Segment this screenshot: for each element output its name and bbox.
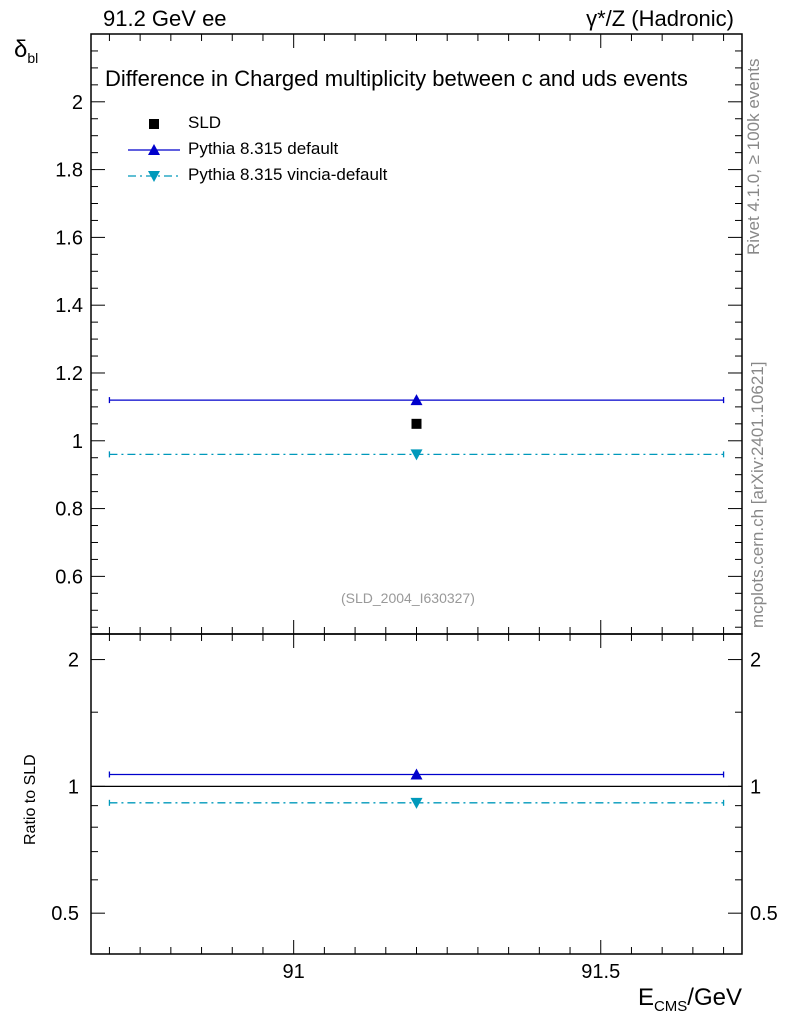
- legend-label: SLD: [188, 113, 222, 132]
- ratio-y-tick-label-left: 2: [68, 650, 79, 672]
- legend-entry: SLD: [124, 112, 424, 136]
- y-axis-label-subscript: bl: [27, 49, 39, 66]
- legend: SLD Pythia 8.315 default Pythia 8.315 vinc…: [124, 112, 424, 192]
- legend-swatch: [149, 119, 159, 129]
- main-y-tick-label: 0.8: [55, 499, 83, 521]
- ratio-y-tick-label-right: 0.5: [750, 903, 778, 925]
- legend-label: Pythia 8.315 default: [188, 139, 339, 158]
- x-axis-label-unit: /GeV: [687, 984, 742, 1011]
- x-tick-label: 91.5: [581, 961, 620, 983]
- main-series-0-point: [411, 418, 422, 429]
- y-axis-label-symbol: δ: [14, 36, 28, 63]
- ratio-y-tick-label-right: 1: [750, 776, 761, 798]
- x-axis-label: ECMS/GeV: [638, 984, 742, 1015]
- main-y-tick-label: 1.8: [55, 160, 83, 182]
- y-axis-label-ratio: Ratio to SLD: [22, 754, 39, 845]
- ratio-y-tick-label-right: 2: [750, 650, 761, 672]
- main-series-2-point: [410, 449, 423, 461]
- main-y-tick-label: 2: [72, 92, 83, 114]
- main-y-tick-label: 1.2: [55, 363, 83, 385]
- legend-entry: Pythia 8.315 vincia-default: [124, 164, 424, 188]
- ratio-y-tick-label-left: 1: [68, 776, 79, 798]
- header-energy-label: 91.2 GeV ee: [103, 6, 227, 31]
- x-axis-label-symbol: E: [637, 984, 654, 1011]
- header-process-label: γ*/Z (Hadronic): [586, 6, 734, 31]
- main-y-tick-label: 1: [72, 431, 83, 453]
- rivet-version-label: Rivet 4.1.0, ≥ 100k events: [744, 58, 763, 255]
- y-axis-label-main: δbl: [14, 36, 38, 66]
- ratio-plot-frame: [90, 633, 743, 955]
- mcplots-label: mcplots.cern.ch [arXiv:2401.10621]: [748, 361, 767, 628]
- plot-title: Difference in Charged multiplicity betwe…: [105, 66, 688, 91]
- legend-marker: [148, 171, 160, 182]
- main-y-tick-label: 1.6: [55, 227, 83, 249]
- ratio-y-tick-label-left: 0.5: [51, 903, 79, 925]
- main-y-tick-label: 0.6: [55, 566, 83, 588]
- legend-entry: Pythia 8.315 default: [124, 138, 424, 162]
- main-y-tick-label: 1.4: [55, 295, 83, 317]
- legend-marker: [148, 144, 160, 155]
- legend-label: Pythia 8.315 vincia-default: [188, 165, 388, 184]
- main-series-1-point: [410, 394, 423, 406]
- analysis-watermark: (SLD_2004_I630327): [341, 590, 475, 606]
- legend-swatch: [128, 171, 180, 182]
- ratio-series-1-point: [410, 797, 423, 809]
- x-axis-label-subscript: CMS: [653, 997, 688, 1015]
- legend-marker: [149, 119, 159, 129]
- ratio-series-0-point: [410, 768, 423, 780]
- legend-swatch: [128, 144, 180, 155]
- x-tick-label: 91: [283, 961, 305, 983]
